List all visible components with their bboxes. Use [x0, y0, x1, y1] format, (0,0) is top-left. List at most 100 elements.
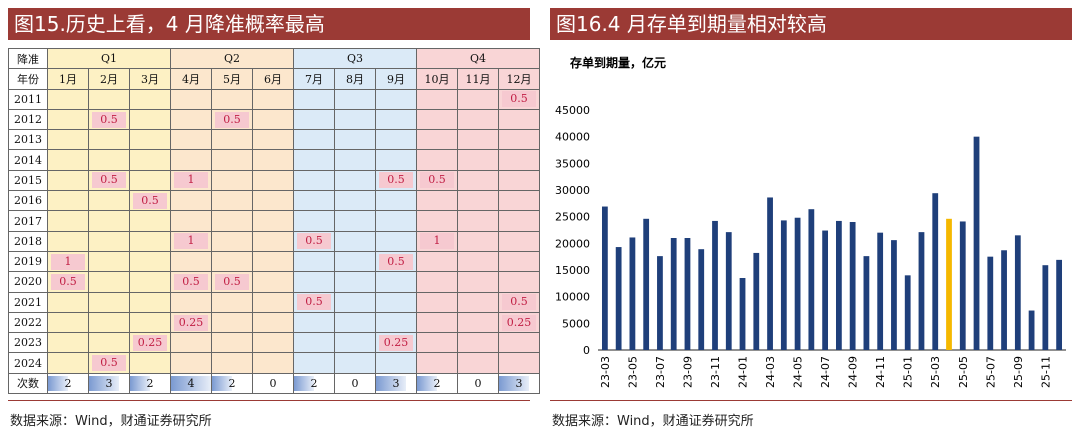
table-cell: 0.5: [293, 230, 335, 252]
corner-label-bottom: 年份: [8, 68, 48, 90]
table-row: 2020 0.5 0.5 0.5: [8, 271, 540, 293]
y-tick-label: 20000: [555, 237, 590, 250]
count-cell: 0: [457, 372, 499, 395]
cut-value: 0.5: [297, 233, 331, 250]
table-cell: [47, 311, 89, 334]
bar: [822, 230, 829, 350]
year-label: 2013: [8, 129, 48, 151]
bar: [725, 232, 732, 350]
table-cell: [334, 230, 376, 252]
table-cell: [375, 311, 417, 334]
table-cell: [211, 88, 253, 110]
bar: [615, 247, 622, 350]
table-cell: [252, 352, 294, 374]
table-cell: [129, 291, 171, 313]
table-cell: [375, 190, 417, 212]
table-cell: [416, 108, 458, 131]
table-cell: [334, 190, 376, 212]
count-cell: 4: [170, 372, 212, 395]
table-cell: [252, 169, 294, 192]
table-cell: [375, 352, 417, 374]
table-cell: [416, 291, 458, 313]
bar: [932, 193, 939, 350]
bar: [753, 252, 760, 350]
cut-value: 0.5: [92, 355, 126, 372]
table-cell: [498, 250, 540, 273]
table-cell: [416, 190, 458, 212]
count-cell: 2: [47, 372, 89, 395]
cut-value: 0.5: [174, 273, 208, 290]
count-databar: [294, 375, 314, 392]
table-cell: [498, 210, 540, 232]
table-cell: 1: [47, 250, 89, 273]
table-cell: [457, 250, 499, 273]
y-tick-label: 45000: [555, 104, 590, 117]
count-databar: [171, 375, 211, 392]
month-header: 9月: [375, 68, 417, 90]
table-cell: [252, 190, 294, 212]
table-cell: [498, 190, 540, 212]
table-cell: [47, 88, 89, 110]
table-cell: [170, 210, 212, 232]
table-cell: [129, 271, 171, 293]
table-cell: [293, 88, 335, 110]
bar: [891, 240, 897, 350]
table-cell: [252, 250, 294, 273]
count-value: 3: [515, 376, 523, 390]
count-databar: [130, 375, 150, 392]
table-row: 2019 1 0.5: [8, 250, 540, 273]
table-cell: [416, 88, 458, 110]
x-tick-label: 24-07: [819, 356, 832, 388]
table-cell: [293, 169, 335, 192]
table-cell: [293, 210, 335, 232]
table-row: 2016 0.5: [8, 190, 540, 212]
table-cell: [129, 88, 171, 110]
table-cell: [170, 332, 212, 354]
table-cell: [457, 332, 499, 354]
table-cell: [457, 129, 499, 151]
year-label: 2017: [8, 210, 48, 232]
table-cell: [47, 129, 89, 151]
bar: [808, 209, 815, 350]
year-label: 2016: [8, 190, 48, 212]
table-cell: [88, 271, 130, 293]
table-cell: [170, 291, 212, 313]
table-cell: [416, 149, 458, 171]
table-cell: [416, 210, 458, 232]
bar-highlight: [946, 218, 952, 350]
table-row: 2018 1 0.5 1: [8, 230, 540, 252]
table-cell: [498, 149, 540, 171]
table-cell: [334, 108, 376, 131]
table-cell: [375, 210, 417, 232]
cut-value: 1: [174, 233, 208, 250]
year-label: 2018: [8, 230, 48, 252]
x-tick-label: 23-05: [626, 356, 639, 388]
table-cell: [498, 271, 540, 293]
cut-value: 0.5: [379, 253, 413, 270]
count-cell: 2: [293, 372, 335, 395]
y-axis-label: 存单到期量，亿元: [569, 55, 666, 70]
year-label: 2015: [8, 169, 48, 192]
table-cell: 0.25: [129, 332, 171, 354]
x-tick-label: 23-11: [709, 356, 722, 388]
table-cell: [47, 149, 89, 171]
quarter-header: Q2: [170, 47, 294, 70]
table-cell: [88, 250, 130, 273]
bar: [959, 221, 966, 350]
table-row: 2024 0.5: [8, 352, 540, 374]
table-cell: 0.5: [211, 108, 253, 131]
y-tick-label: 0: [583, 344, 590, 357]
quarter-header: Q4: [416, 47, 540, 70]
table-cell: [170, 250, 212, 273]
cut-value: 0.5: [215, 273, 249, 290]
count-cell: 0: [334, 372, 376, 395]
cut-value: 0.25: [502, 314, 536, 331]
count-value: 2: [146, 376, 154, 390]
month-header: 3月: [129, 68, 171, 90]
month-header: 1月: [47, 68, 89, 90]
count-cell: 0: [252, 372, 294, 395]
x-tick-label: 25-03: [929, 356, 942, 388]
table-cell: [129, 311, 171, 334]
count-databar: [89, 375, 119, 392]
cut-value: 0.5: [215, 111, 249, 128]
